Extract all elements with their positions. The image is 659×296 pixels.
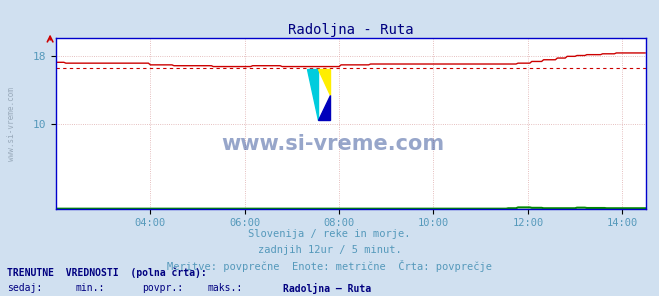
Text: zadnjih 12ur / 5 minut.: zadnjih 12ur / 5 minut. (258, 245, 401, 255)
Text: www.si-vreme.com: www.si-vreme.com (7, 86, 16, 160)
Text: Meritve: povprečne  Enote: metrične  Črta: povprečje: Meritve: povprečne Enote: metrične Črta:… (167, 260, 492, 272)
Title: Radoljna - Ruta: Radoljna - Ruta (288, 23, 414, 37)
Polygon shape (318, 69, 330, 95)
Polygon shape (318, 95, 330, 120)
Text: www.si-vreme.com: www.si-vreme.com (221, 134, 445, 154)
Text: povpr.:: povpr.: (142, 283, 183, 293)
Text: Slovenija / reke in morje.: Slovenija / reke in morje. (248, 229, 411, 239)
Text: min.:: min.: (76, 283, 105, 293)
Text: TRENUTNE  VREDNOSTI  (polna črta):: TRENUTNE VREDNOSTI (polna črta): (7, 268, 206, 278)
Text: maks.:: maks.: (208, 283, 243, 293)
Text: Radoljna – Ruta: Radoljna – Ruta (283, 283, 372, 294)
Text: sedaj:: sedaj: (7, 283, 42, 293)
Polygon shape (306, 69, 318, 120)
